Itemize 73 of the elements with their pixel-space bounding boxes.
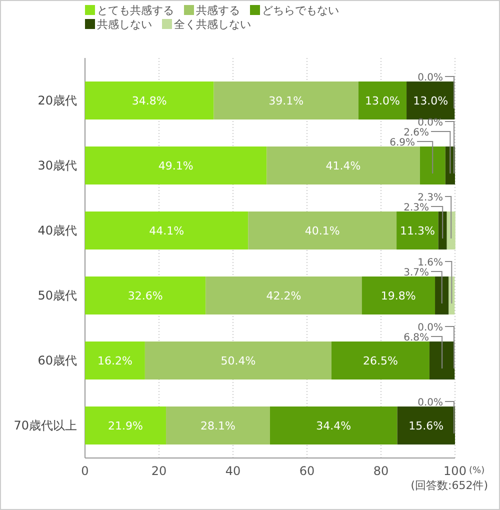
legend-label: とても共感する (97, 4, 174, 17)
bar (420, 146, 446, 184)
data-label: 26.5% (362, 354, 398, 368)
x-tick-label: 60 (299, 464, 315, 478)
data-label: 11.3% (400, 224, 435, 238)
bar (331, 342, 430, 380)
data-label: 0.0% (418, 398, 443, 408)
data-label: 3.7% (404, 268, 429, 278)
data-label: 50.4% (220, 354, 256, 368)
bar (438, 212, 447, 250)
bar (206, 276, 362, 314)
x-tick-label: 100 (444, 464, 466, 478)
data-label: 34.4% (316, 420, 352, 432)
bar (144, 342, 332, 380)
legend-label: 共感する (196, 4, 240, 17)
legend-label: 全く共感しない (174, 18, 251, 31)
bar (270, 406, 398, 444)
data-label: 1.6% (418, 258, 443, 268)
bar (396, 212, 438, 250)
y-tick-label: 60歳代 (38, 354, 77, 368)
y-tick-label: 30歳代 (38, 158, 77, 172)
bar (406, 82, 455, 120)
data-label: 41.4% (326, 160, 361, 172)
bar (85, 342, 145, 380)
bar (166, 406, 270, 444)
x-tick-label: 0 (81, 464, 89, 478)
bar (85, 276, 206, 314)
data-label: 39.1% (268, 94, 304, 108)
data-label: 0.0% (418, 322, 443, 334)
data-label: 28.1% (200, 420, 236, 432)
bar (85, 406, 166, 444)
bar (85, 212, 248, 250)
x-tick-label: 20 (151, 464, 167, 478)
data-label: 21.9% (108, 420, 143, 432)
x-tick-label: 80 (373, 464, 389, 478)
x-axis-title: (%) (469, 466, 485, 476)
data-label: 6.8% (404, 332, 429, 344)
bar (429, 342, 455, 380)
data-label: 49.1% (158, 160, 194, 172)
y-tick-label: 20歳代 (38, 94, 77, 108)
bar (248, 212, 397, 250)
data-label: 0.0% (418, 118, 443, 128)
data-label: 0.0% (418, 72, 443, 84)
bar (266, 146, 420, 184)
bar (435, 276, 449, 314)
data-label: 42.2% (266, 290, 302, 302)
data-label: 15.6% (408, 420, 444, 432)
legend-label: どちらでもない (262, 4, 339, 17)
bar (358, 82, 407, 120)
legend-label: 共感しない (97, 18, 152, 31)
data-label: 16.2% (97, 354, 132, 368)
y-tick-label: 40歳代 (38, 224, 77, 238)
data-label: 2.3% (418, 192, 443, 204)
data-label: 34.8% (132, 94, 167, 108)
text: (回答数:652件) (410, 479, 488, 492)
x-tick-label: 40 (225, 464, 241, 478)
data-label: 6.9% (390, 138, 415, 148)
y-tick-label: 70歳代以上 (14, 418, 77, 432)
data-label: 32.6% (128, 290, 163, 302)
bar (85, 146, 267, 184)
data-label: 19.8% (380, 290, 416, 302)
data-label: 2.3% (404, 202, 429, 214)
bar (446, 212, 456, 250)
data-label: 13.0% (365, 94, 400, 108)
y-tick-label: 50歳代 (38, 288, 77, 302)
bar (85, 82, 214, 120)
data-label: 2.6% (404, 128, 429, 138)
data-label: 13.0% (413, 94, 448, 108)
bar (397, 406, 455, 444)
bar (214, 82, 358, 120)
data-label: 40.1% (304, 224, 340, 238)
bar (362, 276, 436, 314)
data-label: 44.1% (149, 224, 184, 238)
